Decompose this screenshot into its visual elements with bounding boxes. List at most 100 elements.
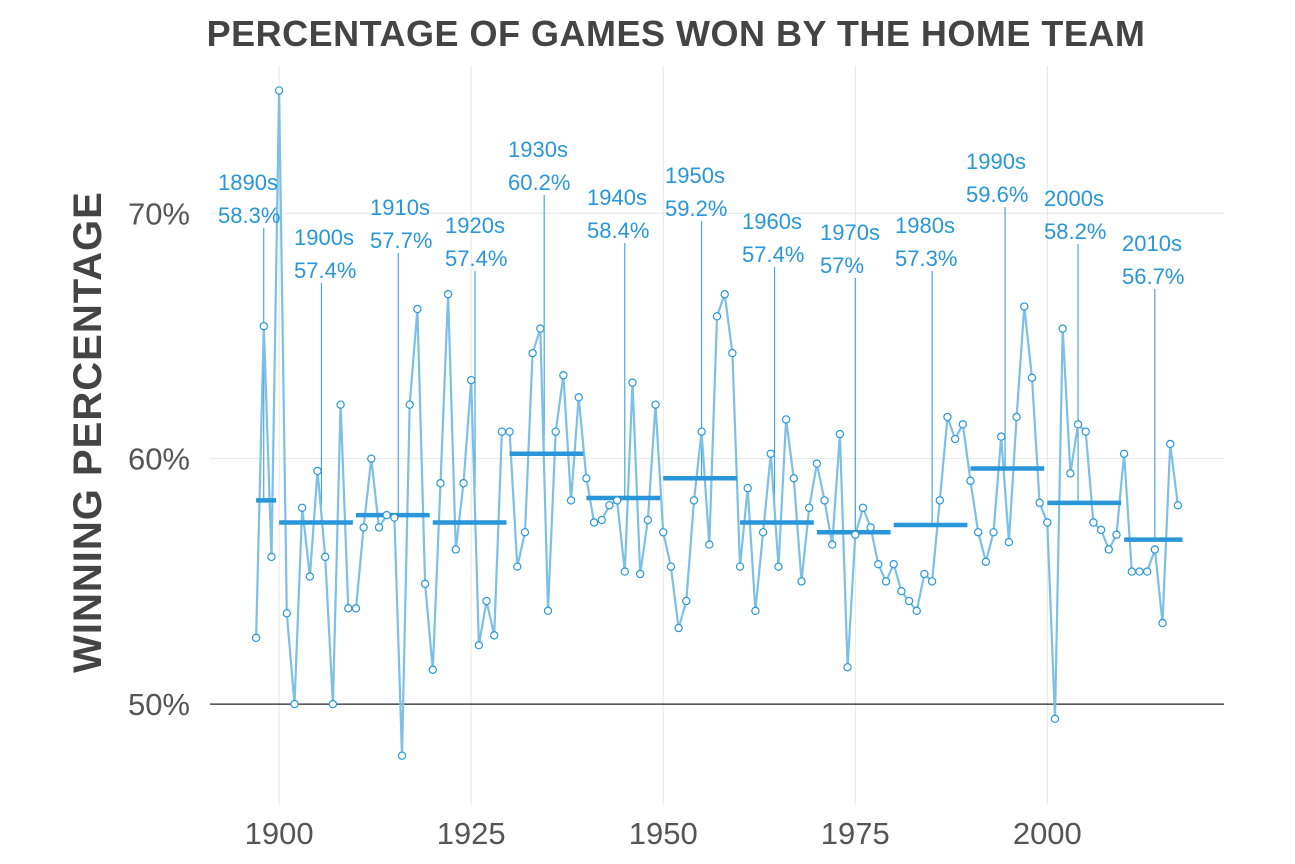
decade-average-label: 60.2% xyxy=(508,170,570,195)
decade-average-label: 57.4% xyxy=(445,246,507,271)
decade-label: 1910s xyxy=(370,195,430,220)
data-point xyxy=(728,348,737,358)
decade-average-label: 59.2% xyxy=(665,196,727,221)
data-point xyxy=(390,513,399,522)
data-point xyxy=(374,523,384,532)
data-point xyxy=(612,496,622,505)
data-point xyxy=(566,496,576,505)
data-point xyxy=(804,503,814,512)
decade-average-label: 57.4% xyxy=(742,242,804,267)
data-point xyxy=(597,515,606,525)
x-tick-label: 1950 xyxy=(629,816,698,851)
data-point xyxy=(420,579,430,589)
data-point xyxy=(474,641,484,650)
data-point xyxy=(482,596,491,606)
y-tick-label: 70% xyxy=(128,196,190,231)
data-point xyxy=(851,530,860,539)
data-point xyxy=(682,596,691,606)
data-point xyxy=(1135,567,1144,576)
chart-title: PERCENTAGE OF GAMES WON BY THE HOME TEAM xyxy=(207,13,1146,54)
decade-label: 1920s xyxy=(445,213,505,238)
data-point xyxy=(1058,324,1067,333)
data-point xyxy=(1158,618,1167,628)
data-point xyxy=(1104,545,1113,554)
data-point xyxy=(1035,498,1044,508)
data-point xyxy=(543,606,553,616)
data-point xyxy=(359,523,368,532)
data-point xyxy=(981,557,991,566)
decade-average-label: 59.6% xyxy=(966,182,1028,207)
data-point xyxy=(973,528,983,537)
data-point xyxy=(766,449,775,458)
data-point xyxy=(497,427,507,436)
data-point xyxy=(1073,420,1083,429)
data-point xyxy=(735,562,745,571)
data-point xyxy=(1119,449,1129,458)
x-tick-label: 1900 xyxy=(245,816,314,851)
data-point xyxy=(605,501,614,510)
decade-label: 1960s xyxy=(742,209,802,234)
data-point xyxy=(528,348,537,358)
decade-label: 1970s xyxy=(820,220,880,245)
decade-label: 1940s xyxy=(587,185,647,210)
annotation-leaders xyxy=(263,195,1156,540)
data-point xyxy=(743,483,752,493)
data-point xyxy=(643,515,653,525)
gridlines xyxy=(210,66,1224,805)
data-point xyxy=(459,479,468,488)
data-point xyxy=(436,479,445,488)
data-points xyxy=(251,86,1183,760)
data-point xyxy=(989,528,998,537)
data-point xyxy=(328,699,338,709)
data-point xyxy=(351,604,361,613)
data-point xyxy=(274,86,284,95)
data-point xyxy=(551,427,560,436)
data-point xyxy=(635,569,645,579)
decade-average-label: 58.2% xyxy=(1044,219,1106,244)
data-point xyxy=(781,415,791,424)
x-tick-label: 1975 xyxy=(821,816,890,851)
data-point xyxy=(858,503,868,512)
data-point xyxy=(666,562,676,571)
decade-average-label: 58.3% xyxy=(218,203,280,228)
data-point xyxy=(751,606,760,616)
x-tick-label: 1925 xyxy=(437,816,506,851)
data-point xyxy=(344,604,353,613)
decade-average-label: 57.3% xyxy=(895,246,957,271)
decade-average-label: 56.7% xyxy=(1122,264,1184,289)
data-point xyxy=(397,751,407,760)
data-point xyxy=(559,371,568,380)
data-point xyxy=(897,587,906,596)
data-point xyxy=(1043,518,1052,527)
decade-average-label: 58.4% xyxy=(587,218,649,243)
decade-average-label: 57% xyxy=(820,253,864,278)
data-point xyxy=(720,290,729,299)
data-point xyxy=(920,569,929,579)
y-tick-label: 60% xyxy=(128,442,190,477)
data-point xyxy=(267,552,276,562)
data-point xyxy=(912,606,921,616)
data-point xyxy=(574,393,583,402)
data-point xyxy=(758,528,768,537)
data-point xyxy=(697,427,706,436)
data-point xyxy=(866,523,875,532)
data-point xyxy=(297,503,307,512)
y-axis-label: WINNING PERCENTAGE xyxy=(66,191,110,673)
data-point xyxy=(336,400,345,409)
decade-label: 1980s xyxy=(895,213,955,238)
decade-annotations: 1890s 58.3% 1900s 57.4% 1910s 57.7% 1920s 57.4%… xyxy=(218,137,1184,289)
data-point xyxy=(620,567,630,576)
decade-label: 1900s xyxy=(294,225,354,250)
decade-average-label: 57.7% xyxy=(370,228,432,253)
data-point xyxy=(1150,545,1160,554)
data-point xyxy=(282,609,292,618)
data-point xyxy=(466,375,476,385)
data-point xyxy=(251,633,261,643)
data-point xyxy=(958,420,968,429)
data-point xyxy=(520,528,530,537)
decade-average-bars xyxy=(256,451,1183,542)
data-point xyxy=(1166,439,1175,449)
data-point xyxy=(513,562,522,571)
data-point xyxy=(505,427,514,436)
